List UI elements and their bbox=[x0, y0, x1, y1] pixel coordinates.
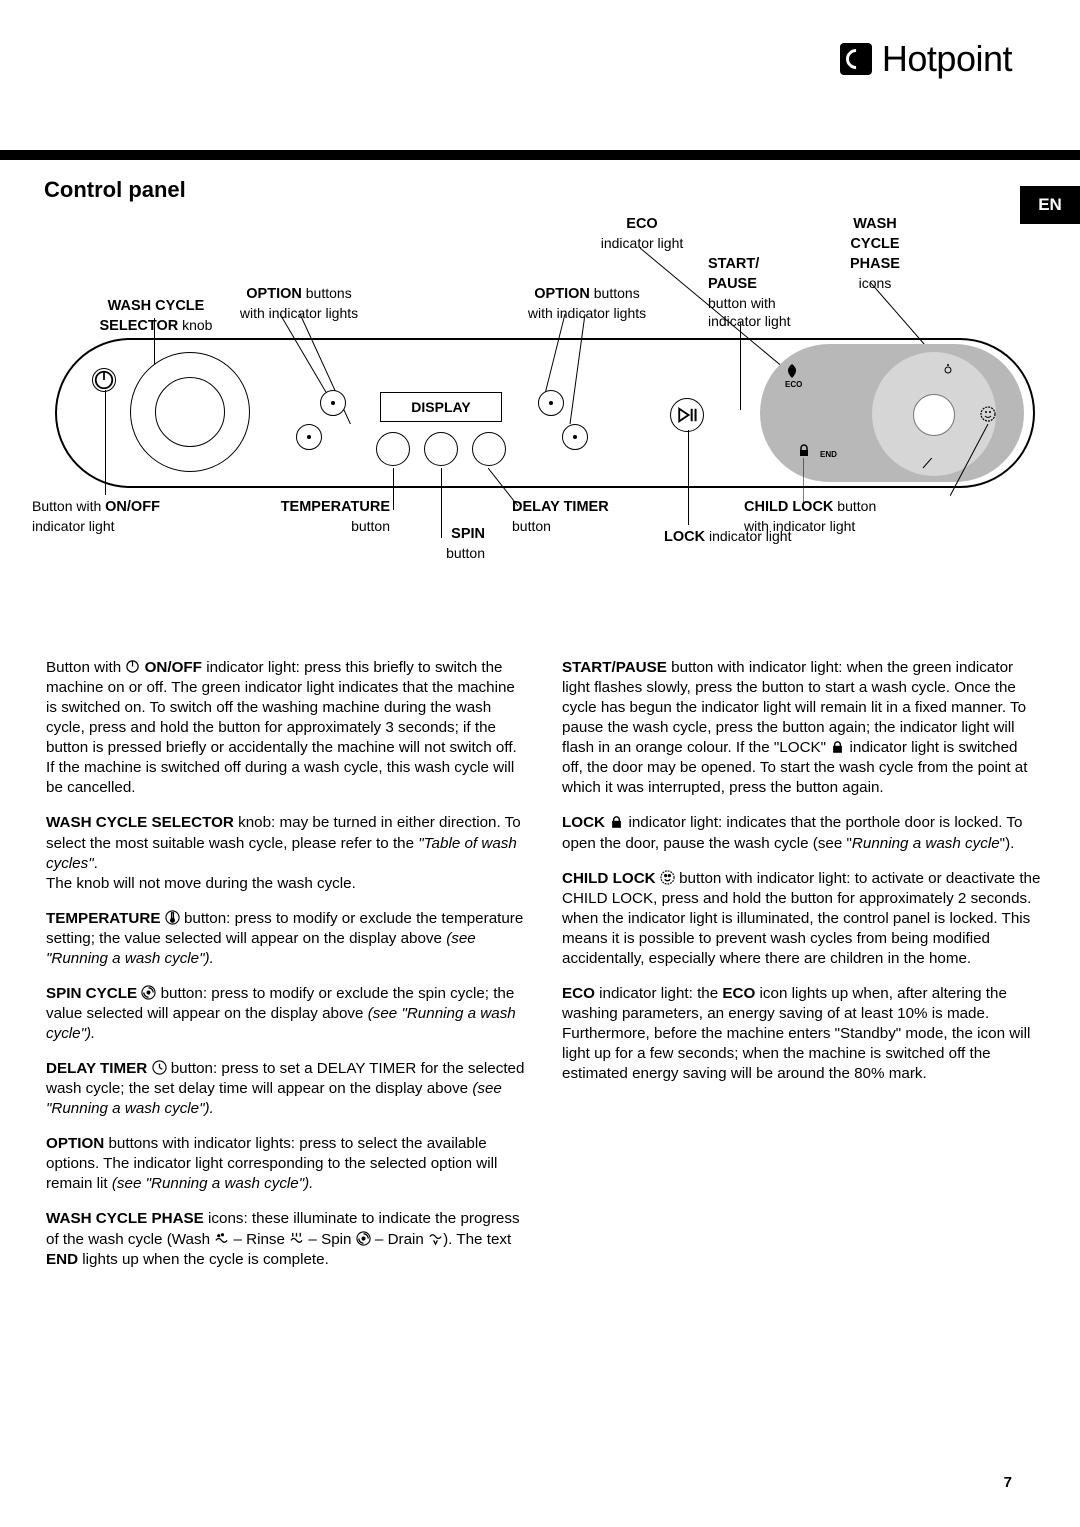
brand-icon bbox=[840, 43, 872, 75]
callout-delay-timer: DELAY TIMERbutton bbox=[512, 497, 672, 535]
callout-temperature: TEMPERATUREbutton bbox=[230, 497, 390, 535]
header-rule bbox=[0, 150, 1080, 160]
panel-option-button bbox=[296, 424, 322, 450]
lead-line bbox=[950, 424, 1010, 504]
panel-option-button bbox=[562, 424, 588, 450]
panel-display: DISPLAY bbox=[380, 392, 502, 422]
brand-logo: Hotpoint bbox=[840, 38, 1012, 80]
panel-eco-icon: ECO bbox=[782, 362, 802, 388]
panel-spin-button bbox=[424, 432, 458, 466]
panel-right-cluster-center bbox=[913, 394, 955, 436]
svg-text:ECO: ECO bbox=[785, 380, 802, 388]
panel-start-pause-button bbox=[670, 398, 704, 432]
panel-option-button bbox=[538, 390, 564, 416]
lead-line bbox=[393, 468, 394, 510]
lead-line bbox=[441, 468, 442, 538]
lead-line bbox=[803, 458, 963, 508]
panel-childlock-icon bbox=[980, 406, 996, 422]
panel-delay-button bbox=[472, 432, 506, 466]
language-tag: EN bbox=[1020, 186, 1080, 224]
section-title: Control panel bbox=[44, 177, 186, 203]
callout-wash-cycle-selector: WASH CYCLE SELECTOR knob bbox=[76, 296, 236, 336]
body-col-right: START/PAUSE button with indicator light:… bbox=[562, 658, 1042, 1285]
panel-lock-icon bbox=[796, 442, 810, 456]
callout-onoff: Button with ON/OFF indicator light bbox=[32, 497, 202, 535]
panel-option-button bbox=[320, 390, 346, 416]
panel-power-button bbox=[92, 368, 116, 392]
callout-wash-cycle-phase: WASH CYCLE PHASE icons bbox=[830, 214, 920, 292]
body-text: Button with ON/OFF indicator light: pres… bbox=[46, 658, 1042, 1285]
lead-line bbox=[688, 430, 689, 525]
page-number: 7 bbox=[1004, 1474, 1012, 1491]
lead-line bbox=[488, 468, 528, 510]
panel-temperature-button bbox=[376, 432, 410, 466]
panel-phase-icon bbox=[942, 364, 954, 376]
brand-text: Hotpoint bbox=[882, 38, 1012, 80]
panel-selector-knob-inner bbox=[155, 377, 225, 447]
lead-line bbox=[105, 390, 106, 495]
callout-eco: ECOindicator light bbox=[592, 214, 692, 252]
body-col-left: Button with ON/OFF indicator light: pres… bbox=[46, 658, 526, 1285]
callout-spin: SPINbutton bbox=[405, 524, 485, 562]
